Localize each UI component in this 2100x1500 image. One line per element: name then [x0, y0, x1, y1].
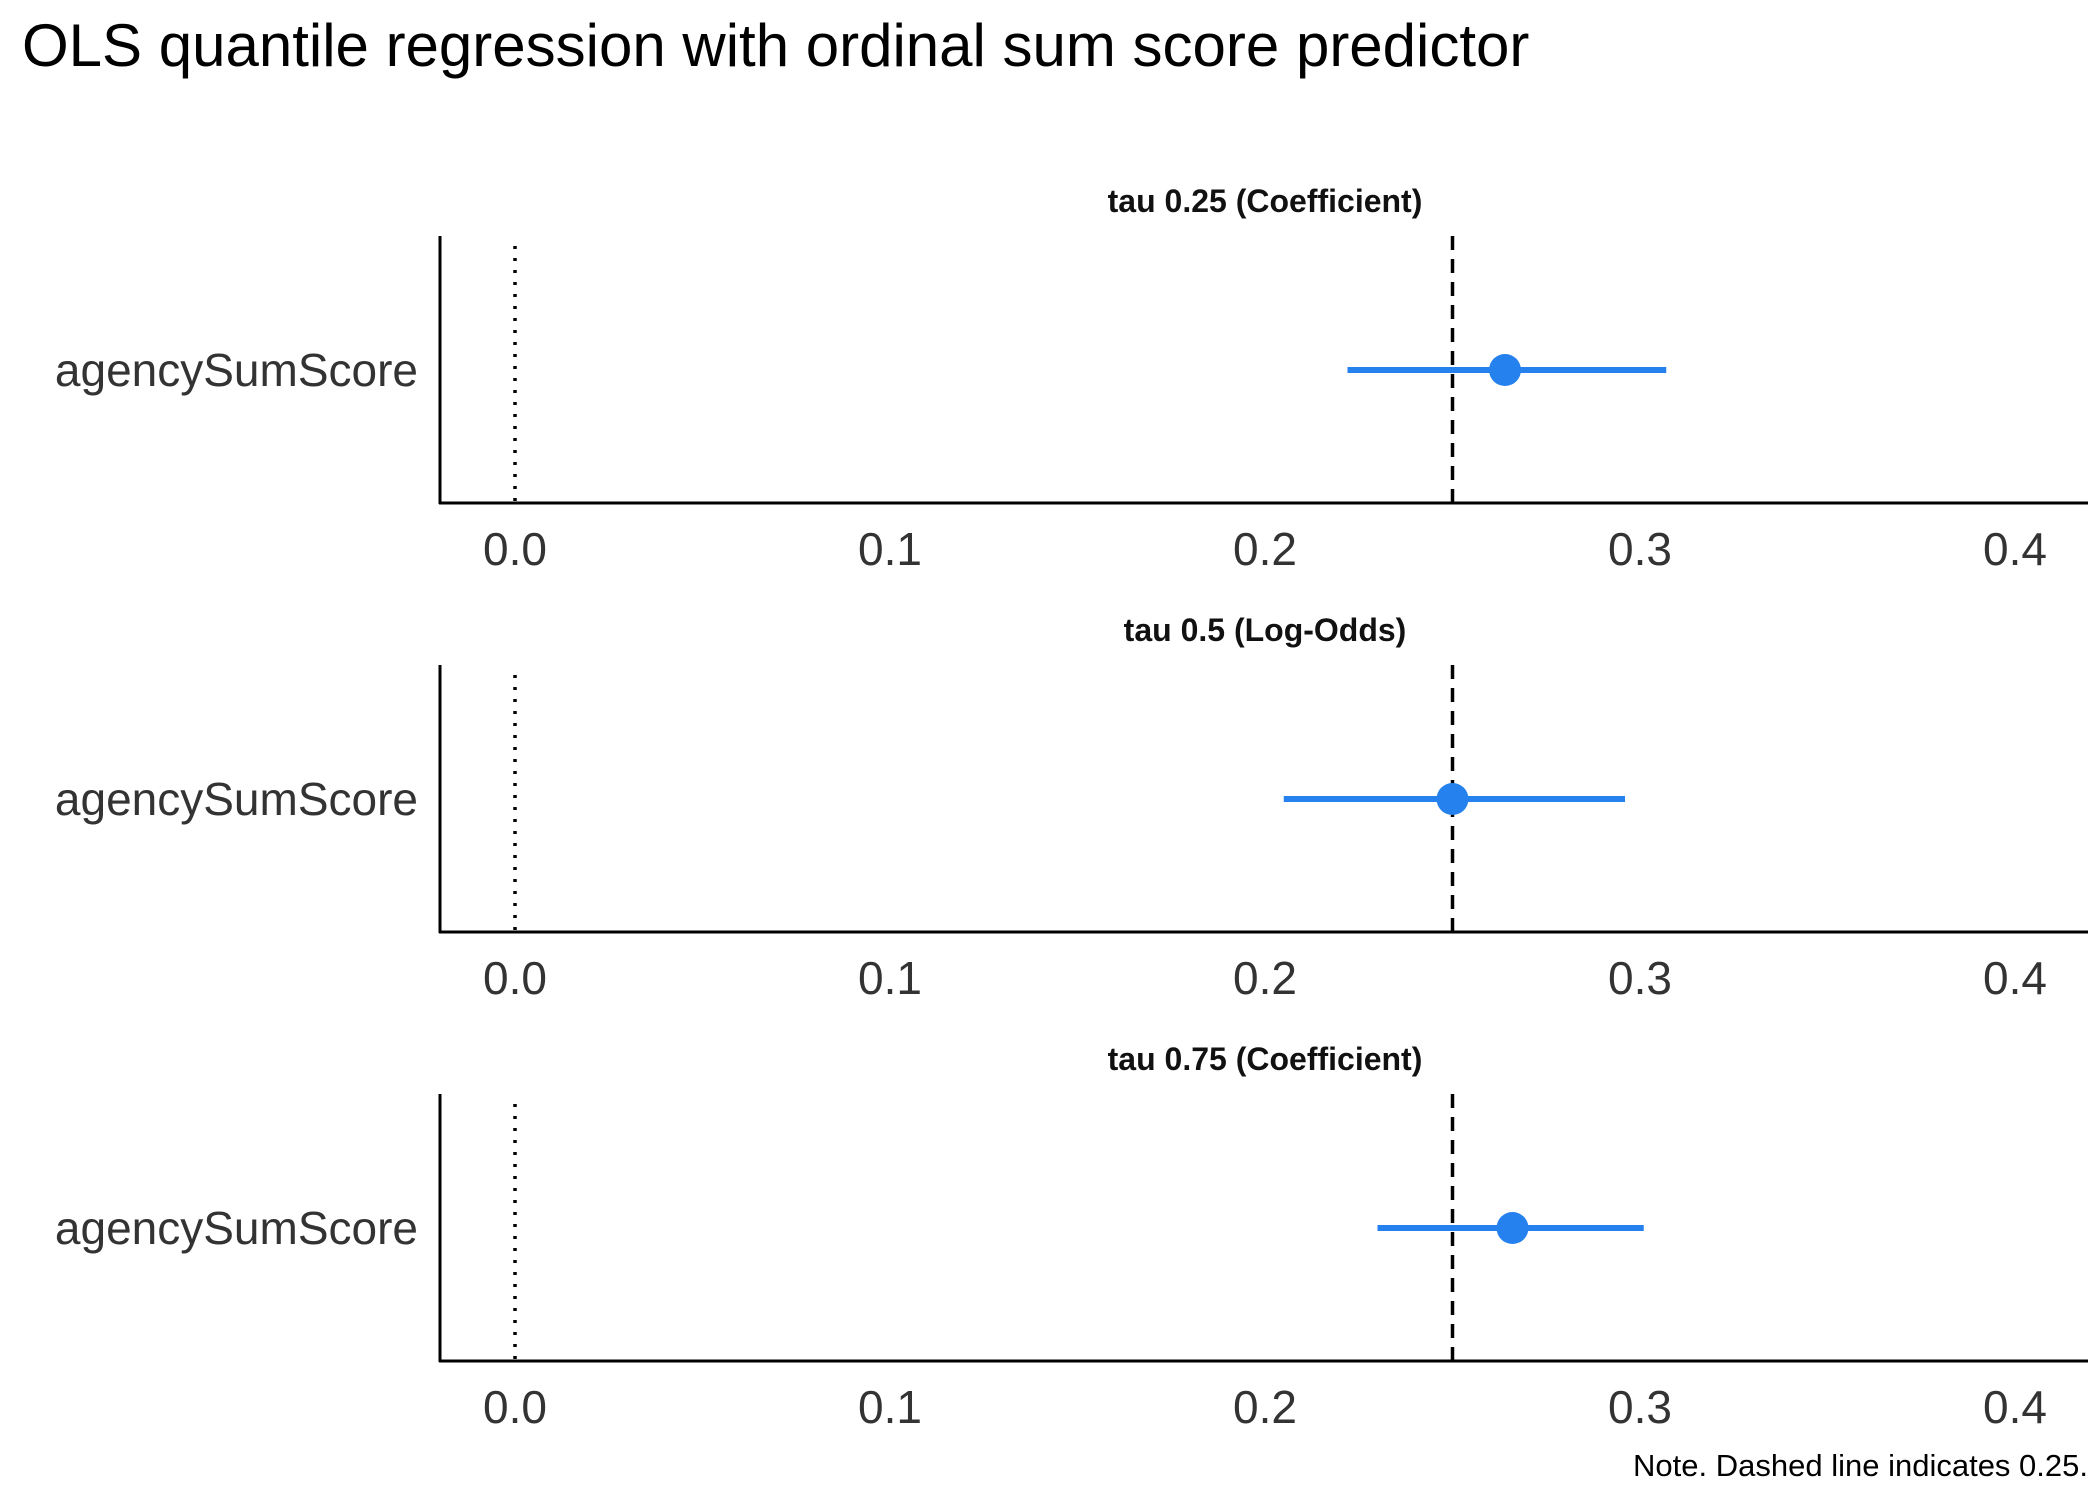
chart-title: OLS quantile regression with ordinal sum…: [22, 12, 1529, 79]
x-tick-label: 0.0: [483, 952, 547, 1004]
facet-label: tau 0.75 (Coefficient): [1108, 1041, 1423, 1077]
point-estimate: [1496, 1212, 1529, 1244]
x-tick-label: 0.1: [858, 1381, 922, 1433]
x-tick-label: 0.0: [483, 523, 547, 575]
panels: tau 0.25 (Coefficient) agencySumScore 0.0 0…: [55, 183, 2088, 1433]
y-tick-label: agencySumScore: [55, 344, 418, 396]
x-tick-label: 0.1: [858, 523, 922, 575]
x-tick-label: 0.4: [1983, 523, 2047, 575]
point-estimate: [1436, 783, 1469, 815]
y-tick-label: agencySumScore: [55, 773, 418, 825]
y-tick-label: agencySumScore: [55, 1202, 418, 1254]
x-tick-label: 0.4: [1983, 1381, 2047, 1433]
x-tick-label: 0.2: [1233, 952, 1297, 1004]
x-tick-label: 0.3: [1608, 952, 1672, 1004]
chart-note: Note. Dashed line indicates 0.25.: [1633, 1448, 2088, 1483]
point-estimate: [1489, 354, 1521, 386]
panel-2: tau 0.5 (Log-Odds) agencySumScore 0.0 0.1 0.…: [55, 612, 2088, 1004]
x-tick-label: 0.0: [483, 1381, 547, 1433]
facet-label: tau 0.25 (Coefficient): [1108, 183, 1423, 219]
x-tick-label: 0.1: [858, 952, 922, 1004]
x-tick-label: 0.3: [1608, 1381, 1672, 1433]
x-tick-label: 0.2: [1233, 1381, 1297, 1433]
facet-label: tau 0.5 (Log-Odds): [1124, 612, 1407, 648]
x-tick-label: 0.3: [1608, 523, 1672, 575]
x-tick-label: 0.2: [1233, 523, 1297, 575]
x-tick-label: 0.4: [1983, 952, 2047, 1004]
panel-1: tau 0.25 (Coefficient) agencySumScore 0.0 0…: [55, 183, 2088, 575]
panel-3: tau 0.75 (Coefficient) agencySumScore 0.0 0…: [55, 1041, 2088, 1433]
